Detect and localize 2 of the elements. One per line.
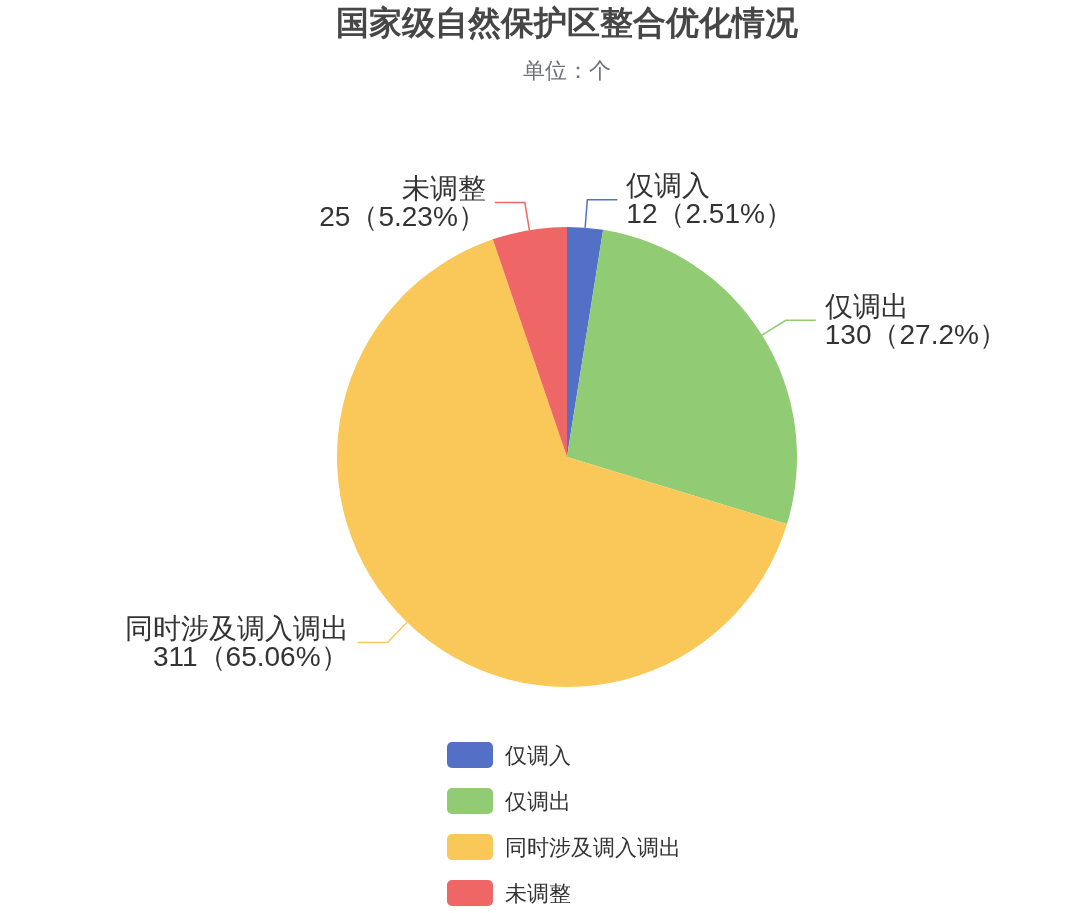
subtitle: 单位：个 — [523, 57, 611, 83]
title: 国家级自然保护区整合优化情况 — [336, 3, 798, 41]
